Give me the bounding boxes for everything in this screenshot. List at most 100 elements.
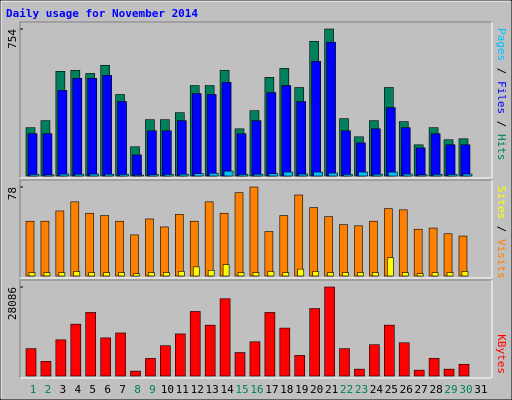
bar [358, 171, 368, 177]
bar [386, 107, 396, 177]
bar [147, 130, 157, 177]
bar [100, 215, 109, 277]
bar [343, 174, 353, 177]
bar [249, 186, 259, 277]
bar [384, 324, 395, 377]
bar [282, 272, 290, 277]
x-tick-label: 2 [45, 383, 52, 396]
bar [178, 271, 185, 277]
bar [102, 75, 112, 177]
bar [149, 174, 159, 177]
bar [428, 358, 440, 377]
bar [103, 272, 110, 277]
bar [28, 272, 36, 277]
x-tick-label: 16 [250, 383, 263, 396]
x-tick-label: 25 [385, 383, 398, 396]
legend-entry: KBytes [495, 334, 508, 374]
bar [175, 214, 184, 277]
bar [163, 272, 170, 277]
x-tick-label: 5 [89, 383, 96, 396]
bar [145, 218, 154, 277]
x-tick-label: 26 [400, 383, 413, 396]
legend: Pages / Files / Hits [495, 28, 508, 161]
bar [40, 220, 50, 277]
x-tick-label: 13 [206, 383, 219, 396]
bar [356, 142, 366, 177]
bar [398, 342, 410, 377]
bar [387, 257, 394, 277]
x-tick-label: 21 [325, 383, 338, 396]
bar [413, 369, 425, 377]
x-tick-label: 31 [474, 383, 487, 396]
bar [312, 271, 319, 277]
x-tick-label: 9 [149, 383, 156, 396]
bar [446, 272, 454, 277]
bar [309, 308, 320, 377]
bar [461, 271, 469, 277]
bar [251, 120, 262, 177]
bar [431, 272, 439, 277]
bar [162, 130, 172, 177]
bar [88, 272, 96, 277]
bar [25, 348, 37, 377]
bar [324, 286, 335, 377]
bar [309, 207, 318, 277]
bar [354, 368, 365, 377]
bar [115, 220, 124, 277]
bar [328, 172, 338, 177]
bar [148, 272, 155, 277]
bar [458, 235, 468, 277]
bar [43, 272, 51, 277]
x-tick-label: 19 [295, 383, 308, 396]
bar [369, 344, 380, 377]
legend-entry: Hits [495, 134, 508, 161]
bar [206, 94, 217, 177]
bar [55, 210, 65, 277]
bar [252, 272, 260, 277]
bar [372, 272, 379, 277]
bar [208, 172, 219, 177]
bar [145, 358, 156, 377]
bar [357, 272, 364, 277]
bar [294, 194, 304, 277]
bar [297, 268, 305, 277]
bar [264, 312, 276, 377]
bar [298, 173, 309, 177]
legend-entry: Sites [495, 186, 508, 219]
bar [428, 227, 438, 277]
bar [371, 128, 381, 177]
bar [73, 271, 81, 277]
bar [327, 272, 334, 277]
bar [443, 233, 453, 277]
bar [266, 92, 277, 177]
bar [279, 215, 289, 277]
bar [311, 61, 321, 177]
bar [296, 101, 307, 177]
bar [42, 133, 53, 177]
bar [279, 327, 291, 377]
bar [268, 173, 279, 177]
bar [70, 323, 82, 377]
bar [413, 228, 423, 277]
legend-entry: Pages [495, 28, 508, 61]
bar [87, 78, 98, 177]
bar [432, 174, 443, 177]
bar [342, 272, 349, 277]
bar [204, 201, 214, 277]
legend-separator: / [495, 61, 508, 81]
x-tick-label: 4 [74, 383, 81, 396]
x-tick-label: 12 [191, 383, 204, 396]
bar [339, 348, 350, 377]
bar [130, 234, 139, 277]
bar [132, 154, 142, 177]
x-tick-label: 10 [161, 383, 174, 396]
bar [430, 133, 441, 177]
bar [294, 355, 306, 377]
bar [341, 130, 351, 177]
bar [402, 173, 413, 177]
bar [44, 174, 55, 177]
bar [118, 272, 125, 277]
bar [313, 171, 323, 177]
x-tick-label: 15 [235, 383, 248, 396]
legend: KBytes [495, 334, 508, 374]
